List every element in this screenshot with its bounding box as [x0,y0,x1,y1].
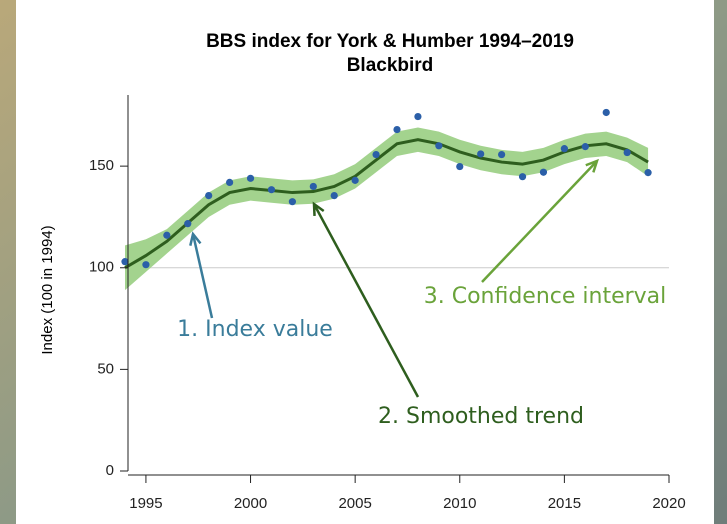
index-point [435,142,443,150]
index-point [414,112,422,121]
index-point [623,148,631,157]
chart-subtitle: Blackbird [347,55,434,76]
index-point [267,186,276,194]
index-point [142,261,150,269]
index-point [288,198,296,206]
index-point [246,174,255,182]
index-point [456,162,464,171]
annotation-arrowhead [189,231,202,246]
index-point [498,150,506,159]
chart-title: BBS index for York & Humber 1994–2019 [206,31,574,52]
annotation-arrow [481,160,598,283]
annotation-text: 2. Smoothed trend [378,404,584,429]
x-tick-label: 2015 [548,495,581,512]
y-axis-label: Index (100 in 1994) [39,225,56,354]
x-tick-label: 2010 [443,495,476,512]
annotation-arrow [312,203,420,398]
index-point [518,173,527,181]
index-point [581,143,589,151]
index-point [539,168,548,176]
y-tick-label: 0 [106,462,114,479]
index-point [226,178,234,186]
x-tick-label: 2020 [652,495,685,512]
index-point [602,108,610,117]
index-point [205,192,213,200]
x-tick-label: 2005 [338,495,371,512]
annotation-arrow [191,233,214,319]
index-point [330,192,338,200]
y-tick-label: 150 [89,157,114,174]
index-point [163,231,171,239]
y-tick-label: 50 [97,360,114,377]
index-point [477,150,485,158]
index-point [644,169,652,177]
annotation-arrowhead [312,201,325,217]
index-point [393,125,401,134]
index-point [372,150,380,159]
trend-line [124,138,649,270]
chart-panel [16,0,714,524]
index-point [309,182,317,191]
annotation-text: 1. Index value [177,317,333,342]
x-tick-label: 2000 [234,495,267,512]
x-tick-label: 1995 [129,495,162,512]
y-tick-label: 100 [89,259,114,276]
annotation-arrowhead [585,158,599,173]
confidence-band [125,127,649,291]
annotation-text: 3. Confidence interval [424,284,667,309]
index-point [121,258,129,266]
index-point [184,220,192,228]
index-point [560,145,568,153]
index-point [351,176,359,184]
